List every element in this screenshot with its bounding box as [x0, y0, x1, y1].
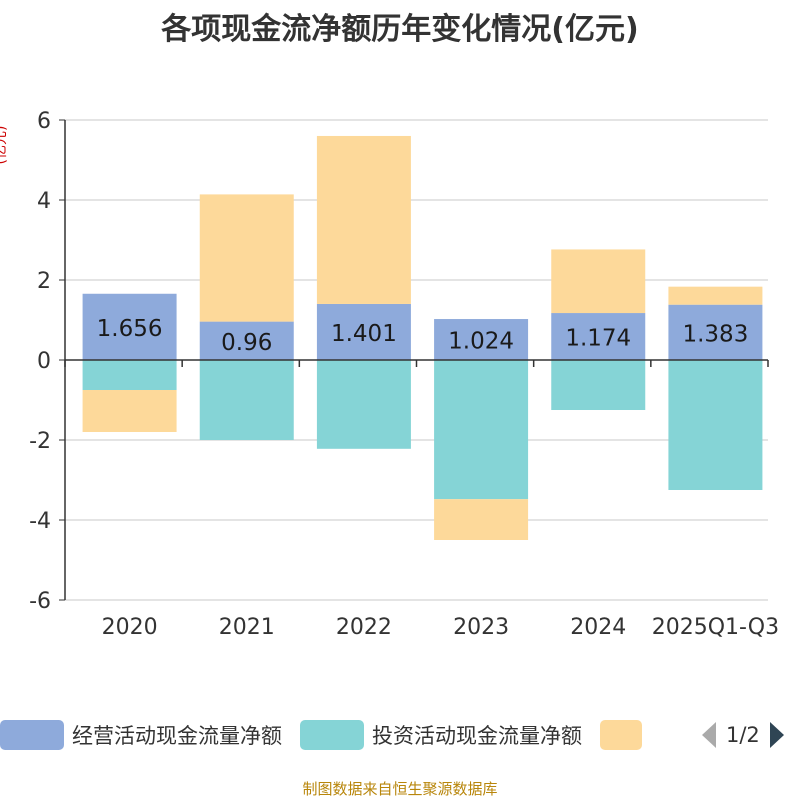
x-tick-label: 2024 [570, 615, 626, 640]
x-tick-label: 2025Q1-Q3 [652, 615, 779, 640]
legend: 经营活动现金流量净额 投资活动现金流量净额 [0, 718, 660, 752]
y-tick-label: 6 [37, 109, 51, 134]
x-tick-label: 2023 [453, 615, 509, 640]
y-tick-label: -2 [29, 429, 51, 454]
bar-series-1-2020[interactable] [82, 360, 177, 390]
y-tick-label: -6 [29, 589, 51, 614]
y-tick-label: 2 [37, 269, 51, 294]
bar-series-1-2025Q1-Q3[interactable] [668, 360, 763, 490]
y-axis-label: (亿元) [0, 126, 9, 165]
bar-series-2-2023[interactable] [434, 499, 529, 540]
data-label-2025Q1-Q3: 1.383 [682, 321, 748, 347]
x-tick-label: 2022 [336, 615, 392, 640]
legend-page-indicator: 1/2 [726, 723, 760, 747]
bar-series-0-2024[interactable] [551, 313, 646, 360]
legend-item-operating[interactable]: 经营活动现金流量净额 [0, 720, 282, 750]
legend-swatch-operating [0, 720, 64, 750]
data-source-note: 制图数据来自恒生聚源数据库 [302, 780, 498, 798]
data-label-2023: 1.024 [448, 329, 514, 355]
y-tick-label: 4 [37, 189, 51, 214]
bar-series-2-2022[interactable] [316, 135, 411, 304]
legend-prev-icon[interactable] [700, 720, 718, 750]
bar-series-1-2021[interactable] [199, 360, 294, 440]
bar-series-0-2023[interactable] [434, 319, 529, 360]
data-label-2022: 1.401 [331, 321, 397, 347]
bar-series-2-2020[interactable] [82, 390, 177, 432]
bar-series-1-2024[interactable] [551, 360, 646, 410]
data-label-2021: 0.96 [221, 330, 272, 356]
legend-item-investing[interactable]: 投资活动现金流量净额 [300, 720, 582, 750]
bar-series-2-2025Q1-Q3[interactable] [668, 286, 763, 305]
legend-label-investing: 投资活动现金流量净额 [372, 724, 582, 748]
chart-title: 各项现金流净额历年变化情况(亿元) [161, 12, 639, 47]
bar-series-0-2021[interactable] [199, 321, 294, 360]
data-label-2024: 1.174 [565, 326, 631, 352]
legend-swatch-third [600, 720, 642, 750]
bar-series-1-2023[interactable] [434, 360, 529, 500]
bar-series-0-2020[interactable] [82, 293, 177, 360]
legend-item-third[interactable] [600, 720, 642, 750]
y-tick-label: 0 [37, 349, 51, 374]
y-tick-label: -4 [29, 509, 51, 534]
x-tick-label: 2020 [102, 615, 158, 640]
bar-series-1-2022[interactable] [316, 360, 411, 449]
bar-series-2-2024[interactable] [551, 249, 646, 314]
data-label-2020: 1.656 [97, 316, 163, 342]
bar-series-0-2025Q1-Q3[interactable] [668, 304, 763, 360]
legend-swatch-investing [300, 720, 364, 750]
legend-next-icon[interactable] [768, 720, 786, 750]
legend-label-operating: 经营活动现金流量净额 [72, 724, 282, 748]
bar-series-0-2022[interactable] [316, 303, 411, 360]
legend-pager: 1/2 [700, 718, 786, 752]
x-tick-label: 2021 [219, 615, 275, 640]
bar-series-2-2021[interactable] [199, 194, 294, 322]
